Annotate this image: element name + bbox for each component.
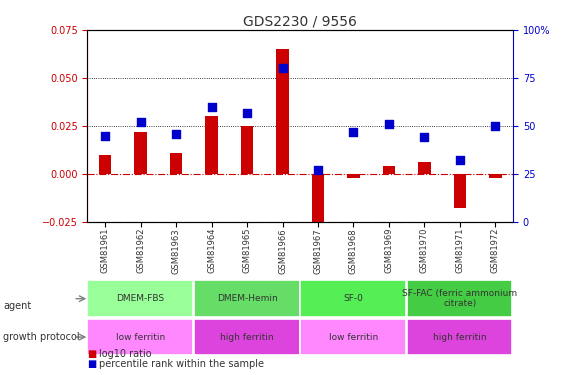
Text: high ferritin: high ferritin: [220, 333, 274, 342]
Point: [420, 135, 429, 141]
Text: ■: ■: [87, 350, 97, 359]
Text: DMEM-FBS: DMEM-FBS: [117, 294, 165, 303]
Point: [136, 119, 145, 125]
Text: agent: agent: [3, 301, 31, 310]
Text: growth protocol: growth protocol: [3, 333, 79, 342]
Text: SF-0: SF-0: [343, 294, 363, 303]
Point: [243, 110, 252, 116]
Point: [207, 104, 216, 110]
Point: [349, 129, 358, 135]
Text: low ferritin: low ferritin: [116, 333, 165, 342]
Text: GSM81966: GSM81966: [278, 228, 287, 273]
FancyBboxPatch shape: [87, 319, 193, 356]
Text: GSM81968: GSM81968: [349, 228, 358, 273]
Point: [171, 130, 181, 136]
Bar: [418, 162, 431, 174]
Point: [278, 65, 287, 71]
Text: log10 ratio: log10 ratio: [99, 350, 152, 359]
Text: GSM81961: GSM81961: [101, 228, 110, 273]
Text: ■: ■: [87, 359, 97, 369]
FancyBboxPatch shape: [300, 319, 406, 356]
FancyBboxPatch shape: [300, 280, 406, 317]
Text: high ferritin: high ferritin: [433, 333, 487, 342]
Bar: [454, 174, 466, 208]
Bar: [205, 116, 218, 174]
Text: GSM81971: GSM81971: [455, 228, 464, 273]
Text: percentile rank within the sample: percentile rank within the sample: [99, 359, 264, 369]
Text: GSM81965: GSM81965: [243, 228, 251, 273]
Text: GSM81964: GSM81964: [207, 228, 216, 273]
Text: GSM81969: GSM81969: [384, 228, 394, 273]
Text: GSM81962: GSM81962: [136, 228, 145, 273]
FancyBboxPatch shape: [194, 319, 300, 356]
Text: GSM81970: GSM81970: [420, 228, 429, 273]
Point: [491, 123, 500, 129]
Text: GSM81963: GSM81963: [171, 228, 181, 273]
Bar: [135, 132, 147, 174]
Bar: [489, 174, 501, 178]
Point: [100, 132, 110, 138]
FancyBboxPatch shape: [406, 280, 512, 317]
Text: low ferritin: low ferritin: [329, 333, 378, 342]
Bar: [276, 49, 289, 174]
FancyBboxPatch shape: [87, 280, 193, 317]
Bar: [312, 174, 324, 231]
Text: DMEM-Hemin: DMEM-Hemin: [217, 294, 278, 303]
Bar: [241, 126, 253, 174]
Bar: [382, 166, 395, 174]
Point: [384, 121, 394, 127]
Title: GDS2230 / 9556: GDS2230 / 9556: [243, 15, 357, 29]
Bar: [170, 153, 182, 174]
Bar: [347, 174, 360, 178]
Point: [313, 167, 322, 173]
Text: GSM81967: GSM81967: [314, 228, 322, 273]
FancyBboxPatch shape: [406, 319, 512, 356]
Point: [455, 158, 465, 164]
FancyBboxPatch shape: [194, 280, 300, 317]
Text: SF-FAC (ferric ammonium
citrate): SF-FAC (ferric ammonium citrate): [402, 289, 517, 308]
Bar: [99, 155, 111, 174]
Text: GSM81972: GSM81972: [491, 228, 500, 273]
